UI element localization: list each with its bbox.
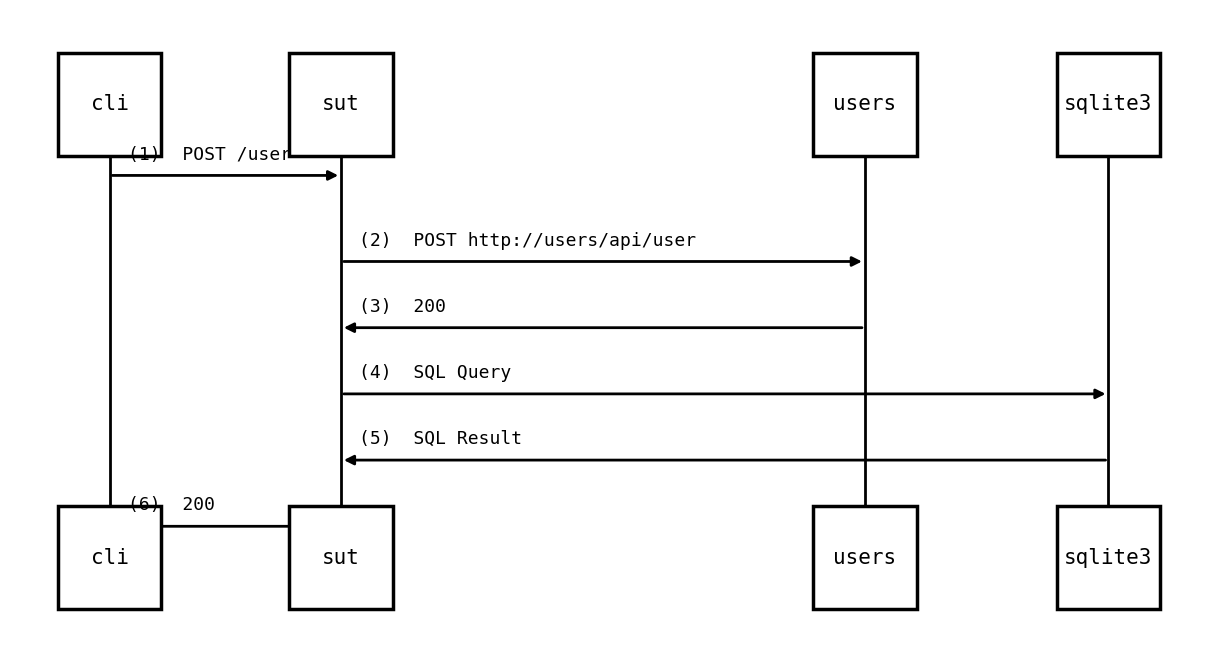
- Text: sut: sut: [322, 94, 361, 115]
- Text: cli: cli: [90, 547, 129, 568]
- Text: users: users: [833, 94, 896, 115]
- Bar: [57, 506, 161, 609]
- Text: (5)  SQL Result: (5) SQL Result: [359, 430, 523, 448]
- Bar: [814, 506, 916, 609]
- Bar: [57, 53, 161, 156]
- Bar: [290, 506, 392, 609]
- Text: sqlite3: sqlite3: [1065, 94, 1152, 115]
- Text: cli: cli: [90, 94, 129, 115]
- Bar: [1056, 53, 1160, 156]
- Text: (4)  SQL Query: (4) SQL Query: [359, 364, 512, 382]
- Text: sqlite3: sqlite3: [1065, 547, 1152, 568]
- Text: (3)  200: (3) 200: [359, 298, 446, 316]
- Text: (1)  POST /user: (1) POST /user: [128, 146, 291, 164]
- Bar: [814, 53, 916, 156]
- Text: sut: sut: [322, 547, 361, 568]
- Text: users: users: [833, 547, 896, 568]
- Bar: [1056, 506, 1160, 609]
- Text: (2)  POST http://users/api/user: (2) POST http://users/api/user: [359, 232, 697, 250]
- Bar: [290, 53, 392, 156]
- Text: (6)  200: (6) 200: [128, 496, 214, 514]
